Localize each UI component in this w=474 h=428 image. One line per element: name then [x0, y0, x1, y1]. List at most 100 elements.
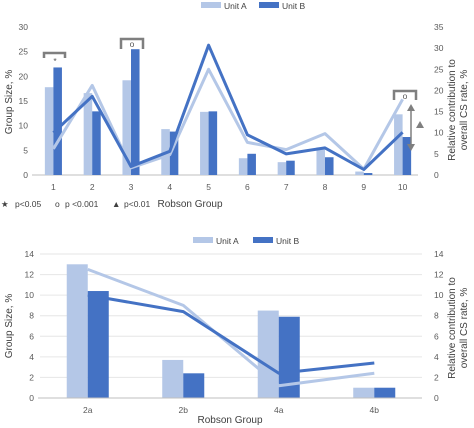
top-right-tick-label: 25 — [434, 64, 444, 74]
bottom-left-tick-label: 8 — [29, 311, 34, 321]
bottom-right-tick-label: 0 — [434, 393, 439, 403]
bottom-left-tick-label: 6 — [29, 331, 34, 341]
significance-key-text-1: p<0.05 — [15, 199, 42, 209]
top-right-tick-label: 35 — [434, 22, 444, 32]
significance-key-star-icon: ★ — [1, 199, 9, 209]
top-y2-axis-title-line2: overall CS rate, % — [459, 70, 470, 151]
top-left-axis-ticks: 0 5 10 15 20 25 30 — [19, 22, 29, 180]
bottom-right-tick-label: 6 — [434, 331, 439, 341]
top-bar-unit-b — [131, 49, 140, 176]
top-category-label: 6 — [245, 182, 250, 192]
significance-key-circle-icon: o — [55, 199, 60, 209]
group10-significance-symbol: o — [403, 91, 408, 101]
bottom-right-tick-label: 4 — [434, 352, 439, 362]
top-bar-unit-a — [122, 80, 131, 175]
bottom-right-tick-label: 2 — [434, 372, 439, 382]
top-bar-unit-a — [394, 114, 403, 175]
top-legend-swatch-unit-b — [259, 2, 279, 8]
top-bar-unit-a — [316, 147, 325, 175]
top-category-label: 4 — [167, 182, 172, 192]
bottom-bar-unit-a — [353, 387, 375, 398]
bottom-legend: Unit A Unit B — [193, 236, 299, 246]
bottom-bar-unit-a — [162, 359, 184, 398]
top-x-axis-title: Robson Group — [157, 199, 222, 210]
group10-difference-arrow — [407, 104, 424, 151]
bottom-category-label: 4b — [370, 405, 380, 415]
top-bar-unit-b — [208, 111, 218, 175]
top-bar-unit-b — [363, 173, 373, 175]
top-right-axis-ticks: 0 5 10 15 20 25 30 35 — [434, 22, 444, 180]
top-bar-unit-b — [325, 157, 334, 175]
bottom-left-tick-label: 14 — [25, 249, 35, 259]
bottom-legend-label-unit-a: Unit A — [216, 236, 239, 246]
bottom-line-unit-b — [87, 293, 375, 375]
top-legend-swatch-unit-a — [201, 2, 221, 8]
bottom-right-tick-label: 12 — [434, 270, 444, 280]
top-bar-unit-b — [169, 131, 179, 175]
top-bar-unit-b — [53, 67, 62, 175]
bottom-left-tick-label: 2 — [29, 372, 34, 382]
top-category-label: 3 — [129, 182, 134, 192]
bottom-right-axis-ticks: 0 2 4 6 8 10 12 14 — [434, 249, 444, 403]
bottom-legend-label-unit-b: Unit B — [276, 236, 299, 246]
top-bar-unit-a — [44, 87, 54, 175]
triangle-marker-icon — [416, 121, 424, 128]
top-right-tick-label: 10 — [434, 128, 444, 138]
bottom-right-tick-label: 10 — [434, 290, 444, 300]
significance-key-triangle-icon: ▲ — [112, 199, 120, 209]
significance-key: ★ p<0.05 o p <0.001 ▲ p<0.01 — [1, 199, 151, 209]
bottom-left-tick-label: 0 — [29, 393, 34, 403]
bottom-legend-swatch-unit-a — [193, 237, 213, 243]
top-bar-unit-b — [402, 137, 412, 175]
bottom-bar-unit-b — [183, 373, 205, 398]
top-right-tick-label: 15 — [434, 107, 444, 117]
top-bar-unit-b — [92, 111, 101, 175]
top-left-tick-label: 0 — [23, 170, 28, 180]
top-lines — [52, 43, 404, 171]
top-right-tick-label: 5 — [434, 149, 439, 159]
bottom-right-tick-label: 14 — [434, 249, 444, 259]
group1-significance-symbol: * — [53, 56, 57, 66]
bottom-bar-unit-b — [87, 291, 109, 398]
bottom-left-tick-label: 12 — [25, 270, 35, 280]
bottom-right-tick-label: 8 — [434, 311, 439, 321]
group3-significance-symbol: o — [130, 39, 135, 49]
bottom-bar-unit-b — [278, 316, 300, 398]
top-bar-unit-a — [238, 158, 248, 175]
top-bar-unit-b — [247, 153, 256, 175]
group3-significance-bracket: o — [119, 37, 145, 49]
bottom-left-axis-ticks: 0 2 4 6 8 10 12 14 — [25, 249, 35, 403]
top-right-tick-label: 30 — [434, 43, 444, 53]
top-category-label: 1 — [51, 182, 56, 192]
top-line-unit-b — [52, 43, 404, 171]
bottom-legend-swatch-unit-b — [253, 237, 273, 243]
bottom-bar-unit-a — [66, 264, 88, 398]
bottom-chart: Unit A Unit B 0 2 4 6 8 10 12 14 0 2 4 6 8 10 12 14 2a… — [4, 236, 470, 426]
bottom-y-axis-title: Group Size, % — [4, 294, 15, 359]
bottom-left-tick-label: 4 — [29, 352, 34, 362]
bottom-bars — [66, 264, 396, 398]
bottom-bar-unit-a — [257, 310, 279, 398]
group1-significance-bracket: * — [42, 51, 67, 66]
top-left-tick-label: 15 — [19, 96, 29, 106]
bottom-y2-axis-title-line2: overall CS rate, % — [459, 288, 470, 369]
top-category-label: 9 — [361, 182, 366, 192]
top-category-ticks: 1 2 3 4 5 6 7 8 9 10 — [51, 182, 408, 192]
top-left-tick-label: 20 — [19, 71, 29, 81]
bottom-y2-axis-title-line1: Relative contribution to — [447, 277, 458, 379]
bottom-category-ticks: 2a 2b 4a 4b — [83, 405, 379, 415]
bottom-category-label: 2a — [83, 405, 93, 415]
top-category-label: 5 — [206, 182, 211, 192]
top-bar-unit-a — [83, 93, 93, 175]
top-left-tick-label: 5 — [23, 145, 28, 155]
bottom-bar-unit-b — [374, 387, 396, 398]
top-right-tick-label: 20 — [434, 85, 444, 95]
top-legend-label-unit-a: Unit A — [224, 1, 247, 11]
bottom-line-unit-a — [87, 267, 375, 388]
top-bar-unit-a — [200, 111, 209, 175]
top-legend-label-unit-b: Unit B — [282, 1, 305, 11]
top-right-tick-label: 0 — [434, 170, 439, 180]
bottom-left-tick-label: 10 — [25, 290, 35, 300]
